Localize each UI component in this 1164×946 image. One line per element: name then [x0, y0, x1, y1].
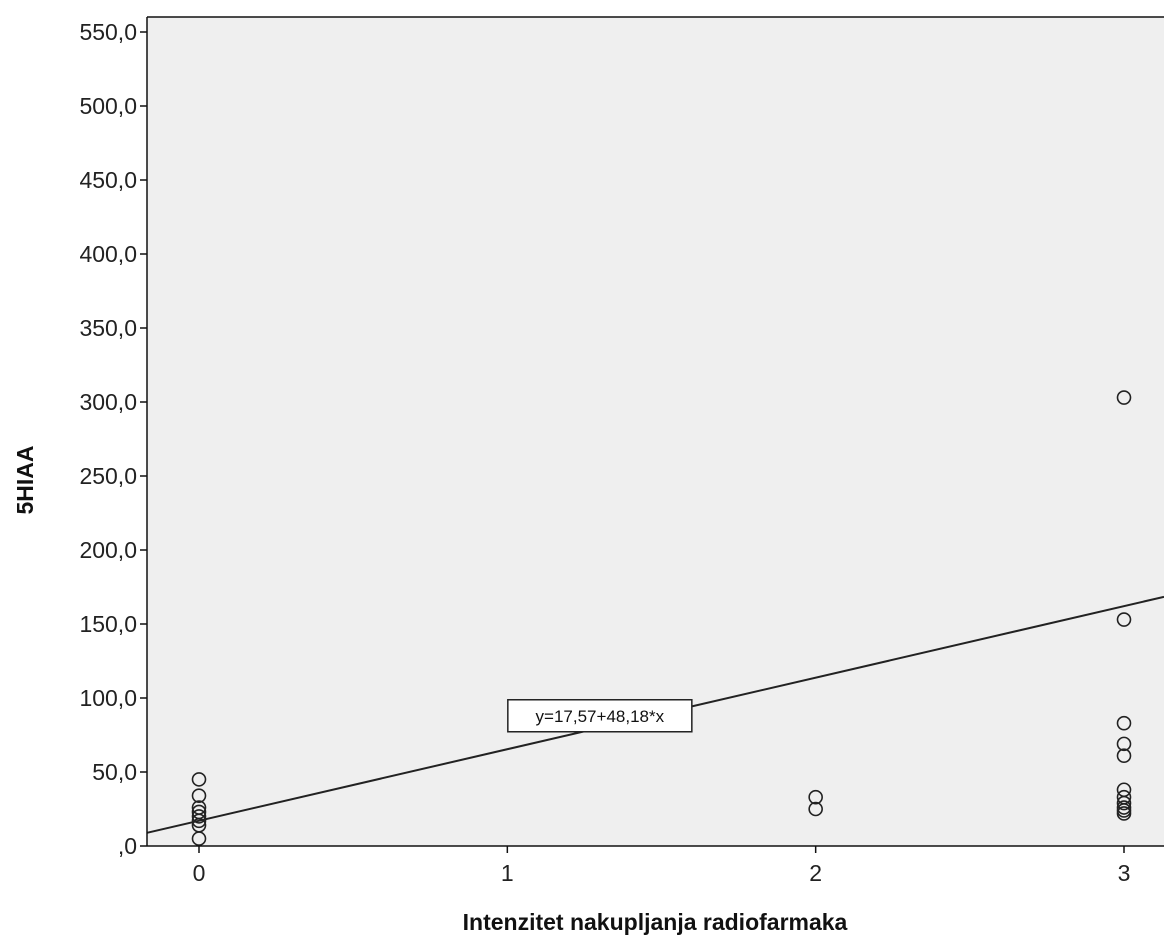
y-tick-label: 250,0 — [79, 463, 137, 489]
y-axis-title: 5HIAA — [12, 445, 38, 514]
equation-box — [507, 699, 693, 733]
y-tick-label: 150,0 — [79, 611, 137, 637]
data-point — [1116, 715, 1132, 731]
y-tick-label: 550,0 — [79, 19, 137, 45]
data-point — [808, 801, 823, 817]
x-tick-label: 2 — [809, 860, 822, 886]
data-point — [1116, 748, 1132, 764]
data-point — [1116, 795, 1132, 811]
y-tick-label: 450,0 — [79, 167, 137, 193]
y-tick-label: 350,0 — [79, 315, 137, 341]
data-point — [1116, 612, 1132, 627]
x-tick-label: 3 — [1118, 860, 1131, 886]
y-tick-label: 100,0 — [79, 685, 137, 711]
y-tick-label: 200,0 — [79, 537, 137, 563]
x-axis-title: Intenzitet nakupljanja radiofarmaka — [463, 909, 848, 935]
data-point — [808, 789, 823, 805]
y-tick-label: 300,0 — [79, 389, 137, 415]
y-tick-label: 400,0 — [79, 241, 137, 267]
y-tick-label: 50,0 — [92, 759, 137, 785]
data-point — [191, 788, 207, 803]
data-point — [1116, 390, 1132, 405]
x-tick-label: 1 — [501, 860, 514, 886]
equation-label: y=17,57+48,18*x — [536, 707, 665, 726]
x-tick-label: 0 — [193, 860, 206, 886]
y-tick-label: 500,0 — [79, 93, 137, 119]
data-point — [1116, 736, 1132, 752]
data-point — [191, 813, 207, 829]
data-point — [191, 831, 207, 846]
data-point — [191, 772, 207, 787]
data-point — [1116, 806, 1132, 821]
data-point — [191, 809, 207, 824]
y-tick-label: ,0 — [118, 833, 137, 859]
